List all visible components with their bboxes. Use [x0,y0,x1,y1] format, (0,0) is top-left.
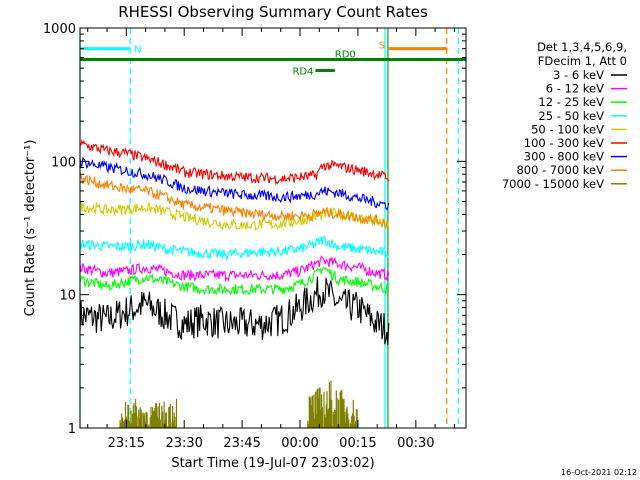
footer-date: 16-Oct-2021 02:12 [561,468,637,477]
legend-header: Det 1,3,4,5,6,9, [537,40,627,54]
x-tick-label: 23:30 [165,436,202,451]
legend-label: 6 - 12 keV [546,82,604,96]
series-lines [80,138,390,428]
plot-frame [79,27,467,429]
series-line [80,174,390,230]
y-tick-label: 100 [51,155,76,170]
legend-label: 800 - 7000 keV [516,163,604,177]
flag-annotations: N S RD0 RD4 [80,41,466,78]
legend-label: 25 - 50 keV [538,109,604,123]
flag-label: N [134,45,141,56]
series-line [80,267,390,296]
x-tick-label: 23:15 [108,436,145,451]
series-line [80,156,390,211]
flag-label: S [379,41,385,52]
legend-label: 300 - 800 keV [524,150,604,164]
y-tick-label: 10 [59,289,76,304]
x-tick-label: 00:30 [397,436,434,451]
legend-label: 3 - 6 keV [553,68,604,82]
legend-header: FDecim 1, Att 0 [538,54,627,68]
y-axis-label: Count Rate (s⁻¹ detector⁻¹) [23,140,38,317]
series-line [80,138,390,186]
legend-label: 7000 - 15000 keV [502,177,604,191]
x-axis-label: Start Time (19-Jul-07 23:03:02) [171,456,374,471]
y-axis: 1 10 100 1000 [43,22,466,437]
series-line [80,201,390,232]
legend-label: 12 - 25 keV [538,95,604,109]
x-axis: 23:15 23:30 23:45 00:00 00:15 00:30 [87,28,455,451]
chart-title: RHESSI Observing Summary Count Rates [118,3,428,21]
vertical-markers [79,28,459,428]
y-tick-label: 1000 [43,22,76,37]
legend: Det 1,3,4,5,6,9,FDecim 1, Att 03 - 6 keV… [502,40,627,191]
series-line [80,235,390,262]
x-tick-label: 00:00 [281,436,318,451]
series-line [80,255,390,283]
series-line [80,276,390,345]
flag-label: RD4 [292,67,313,78]
x-tick-label: 23:45 [223,436,260,451]
flag-label: RD0 [335,50,356,61]
legend-label: 50 - 100 keV [531,122,604,136]
x-tick-label: 00:15 [339,436,376,451]
y-tick-label: 1 [68,422,76,437]
series-line [118,381,358,428]
legend-label: 100 - 300 keV [524,136,604,150]
